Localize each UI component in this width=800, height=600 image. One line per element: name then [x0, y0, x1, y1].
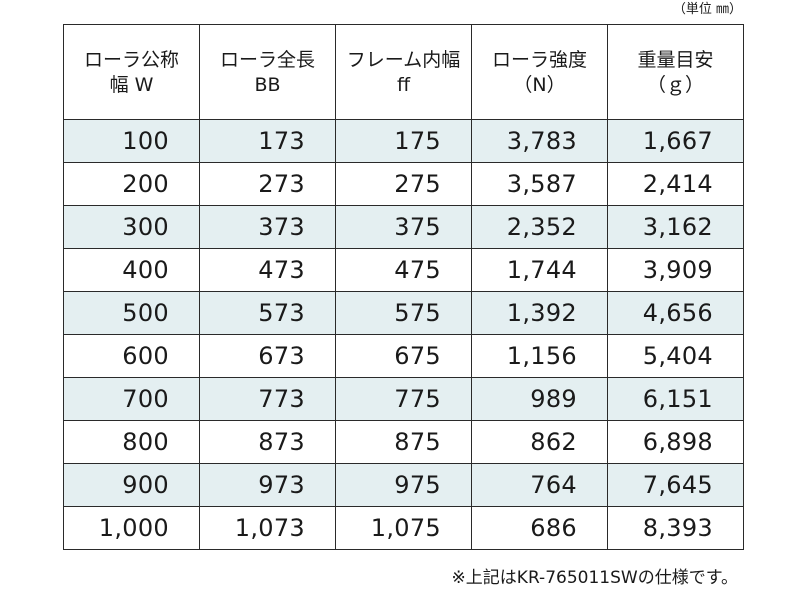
- cell-nominal-width: 300: [63, 205, 200, 249]
- table-row: 900 973 975 764 7,645: [63, 463, 744, 507]
- cell-frame-inner-width: 275: [335, 162, 472, 206]
- cell-roller-length: 373: [199, 205, 336, 249]
- table-row: 1,000 1,073 1,075 686 8,393: [63, 506, 744, 550]
- cell-roller-length: 673: [199, 334, 336, 378]
- unit-note: （単位 ㎜）: [672, 2, 742, 17]
- cell-weight: 6,898: [607, 420, 744, 464]
- cell-roller-strength: 1,156: [471, 334, 608, 378]
- cell-frame-inner-width: 1,075: [335, 506, 472, 550]
- header-nominal-width: ローラ公称幅 W: [63, 24, 200, 120]
- cell-weight: 3,162: [607, 205, 744, 249]
- cell-frame-inner-width: 875: [335, 420, 472, 464]
- cell-weight: 8,393: [607, 506, 744, 550]
- cell-nominal-width: 500: [63, 291, 200, 335]
- cell-roller-length: 973: [199, 463, 336, 507]
- header-roller-length: ローラ全長 BB: [199, 24, 336, 120]
- cell-nominal-width: 600: [63, 334, 200, 378]
- cell-frame-inner-width: 575: [335, 291, 472, 335]
- header-weight: 重量目安 （ｇ）: [607, 24, 744, 120]
- cell-weight: 3,909: [607, 248, 744, 292]
- table-row: 200 273 275 3,587 2,414: [63, 162, 744, 206]
- cell-frame-inner-width: 775: [335, 377, 472, 421]
- table-row: 600 673 675 1,156 5,404: [63, 334, 744, 378]
- header-row: ローラ公称幅 W ローラ全長 BB フレーム内幅 ff ローラ強度 （N） 重量目安（…: [63, 24, 744, 120]
- cell-roller-length: 1,073: [199, 506, 336, 550]
- spec-footnote: ※上記はKR-765011SWの仕様です。: [451, 568, 738, 588]
- cell-roller-strength: 764: [471, 463, 608, 507]
- cell-nominal-width: 100: [63, 119, 200, 163]
- cell-nominal-width: 200: [63, 162, 200, 206]
- cell-weight: 2,414: [607, 162, 744, 206]
- cell-roller-length: 573: [199, 291, 336, 335]
- cell-nominal-width: 400: [63, 248, 200, 292]
- cell-roller-strength: 2,352: [471, 205, 608, 249]
- header-roller-strength: ローラ強度 （N）: [471, 24, 608, 120]
- header-frame-inner-width: フレーム内幅 ff: [335, 24, 472, 120]
- cell-weight: 7,645: [607, 463, 744, 507]
- cell-roller-strength: 3,783: [471, 119, 608, 163]
- cell-nominal-width: 700: [63, 377, 200, 421]
- cell-roller-strength: 989: [471, 377, 608, 421]
- cell-weight: 6,151: [607, 377, 744, 421]
- table-row: 500 573 575 1,392 4,656: [63, 291, 744, 335]
- table-row: 300 373 375 2,352 3,162: [63, 205, 744, 249]
- table-row: 700 773 775 989 6,151: [63, 377, 744, 421]
- cell-nominal-width: 1,000: [63, 506, 200, 550]
- table-row: 100 173 175 3,783 1,667: [63, 119, 744, 163]
- cell-roller-strength: 3,587: [471, 162, 608, 206]
- cell-frame-inner-width: 675: [335, 334, 472, 378]
- cell-frame-inner-width: 375: [335, 205, 472, 249]
- cell-frame-inner-width: 175: [335, 119, 472, 163]
- cell-roller-length: 173: [199, 119, 336, 163]
- cell-weight: 1,667: [607, 119, 744, 163]
- cell-roller-strength: 1,392: [471, 291, 608, 335]
- cell-weight: 4,656: [607, 291, 744, 335]
- cell-weight: 5,404: [607, 334, 744, 378]
- table-row: 400 473 475 1,744 3,909: [63, 248, 744, 292]
- cell-roller-strength: 862: [471, 420, 608, 464]
- cell-nominal-width: 800: [63, 420, 200, 464]
- cell-roller-strength: 686: [471, 506, 608, 550]
- cell-roller-length: 273: [199, 162, 336, 206]
- cell-roller-strength: 1,744: [471, 248, 608, 292]
- table-row: 800 873 875 862 6,898: [63, 420, 744, 464]
- cell-nominal-width: 900: [63, 463, 200, 507]
- cell-roller-length: 873: [199, 420, 336, 464]
- cell-frame-inner-width: 475: [335, 248, 472, 292]
- spec-table: ローラ公称幅 W ローラ全長 BB フレーム内幅 ff ローラ強度 （N） 重量目安（…: [63, 24, 744, 550]
- cell-roller-length: 773: [199, 377, 336, 421]
- cell-roller-length: 473: [199, 248, 336, 292]
- cell-frame-inner-width: 975: [335, 463, 472, 507]
